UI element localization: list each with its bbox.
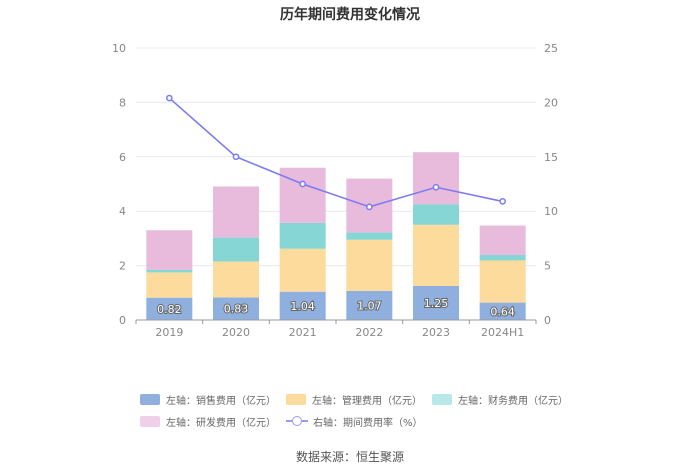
legend-swatch-sales (140, 393, 160, 405)
legend-label-sales: 左轴：销售费用（亿元） (166, 395, 276, 407)
bar-segment (146, 269, 193, 273)
bar-segment (413, 204, 459, 225)
rate-point (232, 153, 240, 161)
bar-segment (413, 224, 459, 286)
bar-segment (279, 222, 326, 249)
legend-item-rate[interactable]: 右轴：期间费用率（%） (286, 414, 432, 429)
left-axis-tick-label: 0 (119, 314, 126, 327)
legend-item-rd[interactable]: 左轴：研发费用（亿元） (140, 414, 286, 429)
bar-segment (346, 290, 393, 320)
bar-segment (146, 272, 193, 298)
legend-label-admin: 左轴：管理费用（亿元） (312, 395, 422, 407)
right-axis-tick-label: 25 (544, 42, 558, 55)
bar-segment (146, 297, 193, 320)
bar-segment (279, 167, 326, 223)
chart-title: 历年期间费用变化情况 (280, 7, 420, 23)
bar-segment (213, 297, 259, 320)
left-axis-tick-label: 8 (119, 96, 126, 109)
bar-segment (346, 232, 393, 240)
right-axis-tick-label: 5 (544, 260, 551, 273)
left-axis-tick-label: 6 (119, 151, 126, 164)
legend-label-finance: 左轴：财务费用（亿元） (458, 395, 568, 407)
left-axis-tick-label: 10 (112, 42, 126, 55)
bar-segment (279, 248, 326, 292)
bar-data-label: 0.64 (490, 305, 515, 318)
legend-swatch-rate (286, 415, 308, 427)
right-axis-tick-label: 15 (544, 151, 558, 164)
rate-point (432, 183, 440, 191)
legend: 左轴：销售费用（亿元） 左轴：管理费用（亿元） 左轴：财务费用（亿元） 左轴：研… (140, 388, 580, 432)
bar-segment (479, 225, 526, 255)
bar-data-label: 0.83 (224, 303, 249, 316)
rate-point (365, 203, 373, 211)
right-axis-tick-label: 0 (544, 314, 551, 327)
data-source: 数据来源：恒生聚源 (295, 450, 404, 464)
bar-segment (413, 286, 459, 320)
left-axis-tick-label: 2 (119, 260, 126, 273)
x-axis-tick-label: 2019 (155, 326, 183, 339)
legend-label-rate: 右轴：期间费用率（%） (313, 417, 423, 429)
rate-line (168, 97, 503, 208)
bar-segment (213, 261, 259, 298)
x-axis-tick-label: 2020 (222, 326, 250, 339)
legend-item-sales[interactable]: 左轴：销售费用（亿元） (140, 392, 286, 407)
x-axis-tick-label: 2021 (289, 326, 317, 339)
bar-data-label: 1.04 (290, 300, 315, 313)
legend-swatch-finance (432, 393, 452, 405)
right-axis-tick-label: 10 (544, 205, 558, 218)
bar-segment (479, 302, 526, 320)
bar-segment (346, 239, 393, 291)
bar-segment (479, 260, 526, 303)
rate-point (299, 180, 307, 188)
bar-segment (213, 237, 259, 262)
x-axis-tick-label: 2024H1 (481, 326, 524, 339)
bar-segment (146, 230, 193, 270)
plot-area: 0.82 0.83 1.04 1.07 1.25 0.64 0 2 4 6 8 10 0 5 10 15 20… (112, 42, 558, 339)
legend-label-rd: 左轴：研发费用（亿元） (166, 417, 276, 429)
bar-segment (213, 186, 259, 238)
legend-swatch-rd (140, 415, 160, 427)
legend-swatch-admin (286, 393, 306, 405)
bar-data-label: 1.07 (357, 299, 382, 312)
right-axis-tick-label: 20 (544, 96, 558, 109)
rate-point (499, 198, 507, 205)
legend-item-admin[interactable]: 左轴：管理费用（亿元） (286, 392, 432, 407)
bar-segment (279, 291, 326, 320)
bar-data-label: 1.25 (424, 297, 449, 310)
x-axis-tick-label: 2023 (422, 326, 450, 339)
legend-item-finance[interactable]: 左轴：财务费用（亿元） (432, 392, 578, 407)
rate-point (165, 94, 173, 102)
x-axis-tick-label: 2022 (355, 326, 383, 339)
left-axis-tick-label: 4 (119, 205, 126, 218)
bar-data-label: 0.82 (157, 303, 182, 316)
bar-segment (479, 254, 526, 261)
bar-segment (413, 152, 459, 205)
